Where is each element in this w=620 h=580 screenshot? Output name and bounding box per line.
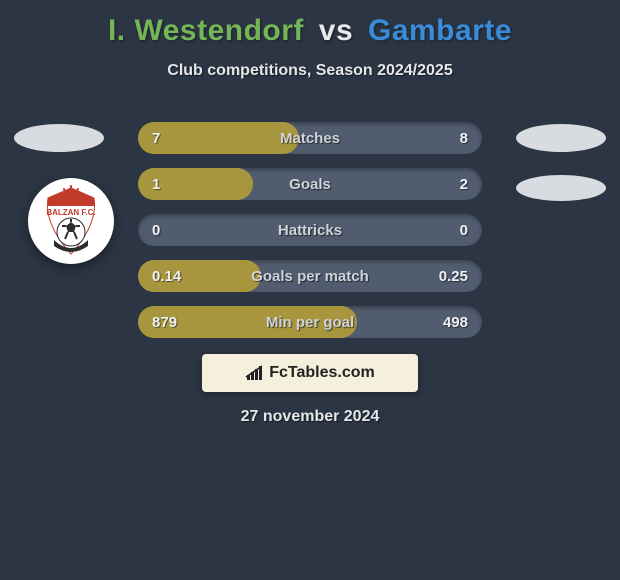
chart-icon (245, 364, 265, 382)
subtitle: Club competitions, Season 2024/2025 (0, 62, 620, 80)
stats-list: 7Matches8 1Goals2 0Hattricks0 0.14Goals per… (138, 122, 482, 352)
stat-label: Goals per match (138, 268, 482, 285)
vs-text: vs (319, 14, 353, 47)
stat-right-value: 0 (460, 222, 468, 239)
stat-label: Min per goal (138, 314, 482, 331)
source-logo: FcTables.com (202, 354, 418, 392)
stat-right-value: 8 (460, 130, 468, 147)
stat-row: 1Goals2 (138, 168, 482, 200)
stat-right-value: 498 (443, 314, 468, 331)
player2-name: Gambarte (368, 14, 512, 47)
stat-row: 7Matches8 (138, 122, 482, 154)
player1-name: I. Westendorf (108, 14, 304, 47)
player2-club-badge (516, 175, 606, 201)
stat-row: 0.14Goals per match0.25 (138, 260, 482, 292)
stat-label: Matches (138, 130, 482, 147)
player2-avatar (516, 124, 606, 152)
player1-avatar (14, 124, 104, 152)
player1-club-badge: BALZAN F.C. (28, 178, 114, 264)
footer-date: 27 november 2024 (0, 408, 620, 426)
stat-label: Goals (138, 176, 482, 193)
club-badge-icon: BALZAN F.C. (34, 184, 108, 258)
stat-label: Hattricks (138, 222, 482, 239)
stat-row: 879Min per goal498 (138, 306, 482, 338)
stat-row: 0Hattricks0 (138, 214, 482, 246)
stat-right-value: 2 (460, 176, 468, 193)
source-text: FcTables.com (269, 364, 375, 382)
svg-text:BALZAN F.C.: BALZAN F.C. (46, 208, 95, 217)
comparison-card: I. Westendorf vs Gambarte Club competiti… (0, 0, 620, 580)
stat-right-value: 0.25 (439, 268, 468, 285)
title: I. Westendorf vs Gambarte (0, 0, 620, 48)
